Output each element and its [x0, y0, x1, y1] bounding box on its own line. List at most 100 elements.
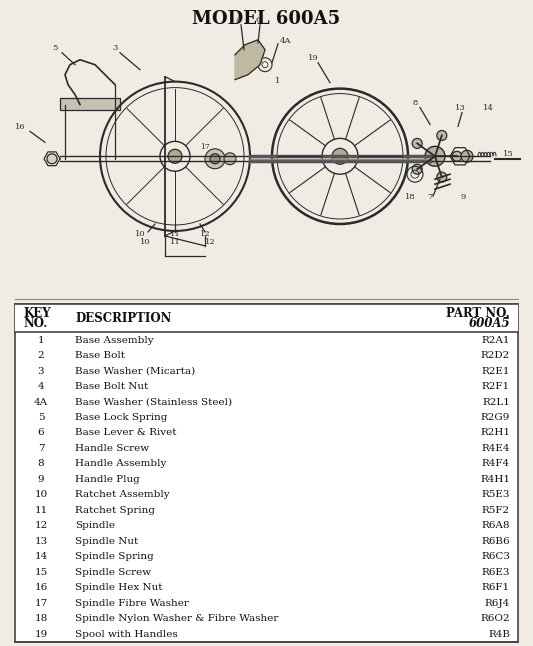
- Text: 11: 11: [169, 230, 180, 238]
- Circle shape: [461, 151, 473, 162]
- Text: 17: 17: [200, 143, 210, 151]
- Text: Spindle Spring: Spindle Spring: [75, 552, 154, 561]
- Circle shape: [168, 149, 182, 163]
- Text: PART NO.: PART NO.: [446, 307, 510, 320]
- Circle shape: [205, 149, 225, 169]
- Text: Spindle: Spindle: [75, 521, 115, 530]
- Text: Base Washer (Micarta): Base Washer (Micarta): [75, 366, 195, 375]
- Text: 8: 8: [413, 99, 418, 107]
- Text: 10: 10: [140, 238, 150, 246]
- Text: Base Assembly: Base Assembly: [75, 335, 154, 344]
- Text: 1: 1: [38, 335, 44, 344]
- Text: R2L1: R2L1: [482, 397, 510, 406]
- Text: Base Bolt Nut: Base Bolt Nut: [75, 382, 148, 391]
- Text: 4: 4: [235, 16, 241, 24]
- Circle shape: [452, 151, 462, 162]
- Text: KEY: KEY: [23, 307, 51, 320]
- Circle shape: [332, 149, 348, 164]
- Text: 6: 6: [38, 428, 44, 437]
- Text: 12: 12: [205, 238, 215, 246]
- Text: Handle Plug: Handle Plug: [75, 475, 140, 484]
- Text: 11: 11: [169, 238, 180, 246]
- Bar: [15, 304, 518, 332]
- Text: MODEL 600A5: MODEL 600A5: [192, 10, 341, 28]
- Text: R4H1: R4H1: [480, 475, 510, 484]
- Text: 5: 5: [52, 44, 58, 52]
- Text: 19: 19: [34, 630, 47, 639]
- Text: R4B: R4B: [488, 630, 510, 639]
- Text: Spindle Nylon Washer & Fibre Washer: Spindle Nylon Washer & Fibre Washer: [75, 614, 278, 623]
- Text: 16: 16: [34, 583, 47, 592]
- Text: Spindle Hex Nut: Spindle Hex Nut: [75, 583, 163, 592]
- Text: R2H1: R2H1: [480, 428, 510, 437]
- Text: DESCRIPTION: DESCRIPTION: [75, 312, 172, 325]
- Text: 600A5: 600A5: [469, 317, 510, 330]
- Text: R6O2: R6O2: [480, 614, 510, 623]
- Text: Base Washer (Stainless Steel): Base Washer (Stainless Steel): [75, 397, 232, 406]
- Text: 19: 19: [308, 54, 318, 62]
- Text: R2G9: R2G9: [481, 413, 510, 422]
- Text: Ratchet Spring: Ratchet Spring: [75, 506, 155, 515]
- Text: R2A1: R2A1: [481, 335, 510, 344]
- Text: Spool with Handles: Spool with Handles: [75, 630, 177, 639]
- Text: 8: 8: [38, 459, 44, 468]
- Bar: [60, 98, 120, 110]
- Text: 15: 15: [34, 568, 47, 577]
- Text: Handle Assembly: Handle Assembly: [75, 459, 166, 468]
- Text: 7: 7: [38, 444, 44, 453]
- Circle shape: [210, 154, 220, 163]
- Text: Spindle Nut: Spindle Nut: [75, 537, 138, 546]
- Circle shape: [437, 172, 447, 182]
- Text: 10: 10: [135, 230, 146, 238]
- Text: Handle Screw: Handle Screw: [75, 444, 149, 453]
- Circle shape: [241, 56, 249, 64]
- Text: Spindle Screw: Spindle Screw: [75, 568, 151, 577]
- Circle shape: [47, 154, 57, 163]
- Text: 16: 16: [15, 123, 25, 131]
- Text: 9: 9: [38, 475, 44, 484]
- Text: Base Lock Spring: Base Lock Spring: [75, 413, 167, 422]
- Text: Spindle Fibre Washer: Spindle Fibre Washer: [75, 599, 189, 608]
- Text: 14: 14: [482, 103, 494, 112]
- Text: 3: 3: [112, 44, 118, 52]
- Text: R5E3: R5E3: [481, 490, 510, 499]
- Text: 4A: 4A: [34, 397, 48, 406]
- Text: Base Bolt: Base Bolt: [75, 351, 125, 360]
- Text: NO.: NO.: [23, 317, 47, 330]
- Text: R6J4: R6J4: [484, 599, 510, 608]
- Text: 15: 15: [503, 151, 513, 158]
- Text: Ratchet Assembly: Ratchet Assembly: [75, 490, 169, 499]
- Polygon shape: [235, 40, 265, 79]
- Circle shape: [224, 153, 236, 165]
- Text: R4E4: R4E4: [481, 444, 510, 453]
- Text: R4F4: R4F4: [482, 459, 510, 468]
- Text: 18: 18: [34, 614, 47, 623]
- Circle shape: [412, 138, 422, 149]
- Text: 11: 11: [34, 506, 47, 515]
- Text: R6A8: R6A8: [481, 521, 510, 530]
- Text: R5F2: R5F2: [482, 506, 510, 515]
- Text: 14: 14: [34, 552, 47, 561]
- Text: 4: 4: [38, 382, 44, 391]
- Text: R6B6: R6B6: [481, 537, 510, 546]
- Text: R2F1: R2F1: [482, 382, 510, 391]
- Text: 7: 7: [427, 193, 433, 201]
- Text: 12: 12: [34, 521, 47, 530]
- Text: 3: 3: [38, 366, 44, 375]
- Text: 9: 9: [461, 193, 466, 201]
- Text: 1: 1: [276, 77, 281, 85]
- Text: R6C3: R6C3: [481, 552, 510, 561]
- Text: 13: 13: [34, 537, 47, 546]
- Circle shape: [412, 164, 422, 174]
- Text: 12: 12: [200, 230, 211, 238]
- Text: R2E1: R2E1: [481, 366, 510, 375]
- Circle shape: [425, 147, 445, 166]
- Text: 13: 13: [455, 103, 465, 112]
- Text: R6F1: R6F1: [482, 583, 510, 592]
- Text: 6: 6: [255, 16, 261, 24]
- Text: Base Lever & Rivet: Base Lever & Rivet: [75, 428, 176, 437]
- Text: R6E3: R6E3: [481, 568, 510, 577]
- Text: 10: 10: [34, 490, 47, 499]
- Text: 17: 17: [34, 599, 47, 608]
- Circle shape: [437, 130, 447, 140]
